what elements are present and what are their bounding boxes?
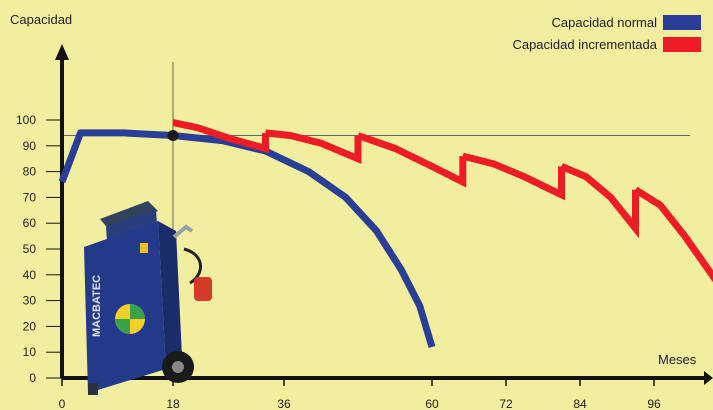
y-tick-label: 80	[23, 165, 37, 179]
legend-item-incrementada: Capacidad incrementada	[512, 33, 701, 55]
chart-legend: Capacidad normal Capacidad incrementada	[512, 11, 701, 55]
y-axis-arrow	[55, 44, 69, 60]
x-tick-label: 36	[277, 397, 291, 410]
machine-plug	[194, 277, 212, 301]
y-tick-label: 50	[23, 242, 37, 256]
machine-cable	[183, 247, 202, 285]
machine-handle	[172, 224, 194, 239]
machine-switch	[140, 243, 148, 253]
y-tick-label: 90	[23, 139, 37, 153]
x-tick-label: 0	[59, 397, 66, 410]
machine-brand-lettering: MACBATEC	[91, 275, 103, 337]
y-tick-label: 0	[29, 371, 36, 385]
series-line-capacidad-incrementada	[172, 119, 713, 283]
x-tick-label: 84	[573, 397, 587, 410]
y-tick-label: 60	[23, 216, 37, 230]
y-tick-label: 10	[23, 345, 37, 359]
machine-top-panel	[100, 201, 158, 231]
machine-foot	[88, 383, 98, 395]
series-line-capacidad-normal	[58, 129, 436, 349]
y-tick-label: 20	[23, 319, 37, 333]
y-tick-label: 40	[23, 268, 37, 282]
x-axis-arrow	[704, 371, 713, 385]
y-axis-label: Capacidad	[10, 12, 73, 27]
legend-label-normal: Capacidad normal	[551, 14, 657, 30]
x-tick-label: 60	[425, 397, 439, 410]
x-tick-label: 96	[647, 397, 661, 410]
x-axis-label: Meses	[658, 352, 697, 367]
y-tick-label: 70	[23, 190, 37, 204]
intersection-marker-dot	[167, 129, 179, 141]
legend-swatch-incrementada	[663, 36, 701, 52]
x-tick-label: 72	[499, 397, 513, 410]
legend-item-normal: Capacidad normal	[512, 11, 701, 33]
y-tick-label: 100	[16, 113, 36, 127]
legend-label-incrementada: Capacidad incrementada	[512, 36, 657, 52]
legend-swatch-normal	[663, 14, 701, 30]
machine-side	[158, 221, 182, 369]
y-tick-label: 30	[23, 294, 37, 308]
dehumidifier-machine-illustration: MACBATEC	[84, 201, 212, 395]
x-tick-label: 18	[166, 397, 180, 410]
